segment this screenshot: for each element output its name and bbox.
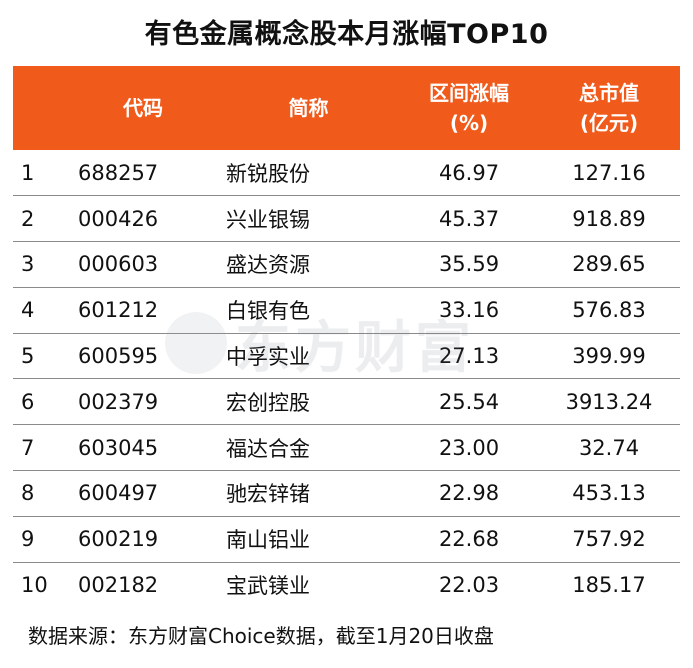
table-row: 10 002182 宝武镁业 22.03 185.17 — [13, 562, 680, 608]
name-cell: 新锐股份 — [217, 150, 400, 197]
market-cap-cell: 399.99 — [538, 333, 680, 380]
code-cell: 002182 — [78, 573, 159, 598]
header-change-label: 区间涨幅 — [429, 81, 509, 105]
table-body: 1 688257 新锐股份 46.97 127.16 2 000426 兴业银锡 45.37 91… — [13, 150, 680, 608]
rank-cell: 6 — [13, 378, 69, 426]
header-name: 简称 — [288, 96, 329, 120]
header-change: 区间涨幅 (%) — [400, 66, 538, 150]
table-header: 代码 简称 区间涨幅 (%) 总市值 (亿元) — [13, 66, 680, 150]
table-row: 5 600595 中孚实业 27.13 399.99 — [13, 333, 680, 380]
rank-cell: 2 — [13, 195, 69, 243]
rank-cell: 9 — [13, 516, 69, 563]
code-cell: 000426 — [69, 195, 217, 243]
top10-table: 代码 简称 区间涨幅 (%) 总市值 (亿元) 1 688257 新锐股份 46.97… — [13, 66, 680, 608]
market-cap-cell: 453.13 — [538, 470, 680, 517]
change-cell: 22.68 — [400, 516, 538, 563]
change-cell: 27.13 — [400, 333, 538, 380]
change-cell: 22.98 — [400, 470, 538, 517]
name-cell: 兴业银锡 — [217, 195, 400, 243]
table-row: 8 600497 驰宏锌锗 22.98 453.13 — [13, 470, 680, 517]
rank-cell: 4 — [13, 287, 69, 334]
table-row: 2 000426 兴业银锡 45.37 918.89 — [13, 195, 680, 243]
source-note: 数据来源：东方财富Choice数据，截至1月20日收盘 — [28, 624, 494, 648]
code-cell: 603045 — [69, 424, 217, 472]
name-cell: 福达合金 — [217, 424, 400, 472]
name-cell: 中孚实业 — [217, 333, 400, 380]
code-cell: 601212 — [69, 287, 217, 334]
rank-cell: 5 — [13, 333, 69, 380]
change-cell: 35.59 — [400, 241, 538, 288]
table-row: 6 002379 宏创控股 25.54 3913.24 — [13, 378, 680, 426]
name-cell: 南山铝业 — [217, 516, 400, 563]
rank-cell: 10 — [21, 573, 48, 598]
change-cell: 33.16 — [400, 287, 538, 334]
code-cell: 600219 — [69, 516, 217, 563]
code-cell: 000603 — [69, 241, 217, 288]
name-cell: 白银有色 — [217, 287, 400, 334]
header-row: 代码 简称 区间涨幅 (%) 总市值 (亿元) — [13, 66, 680, 150]
rank-cell: 1 — [13, 150, 69, 197]
market-cap-cell: 32.74 — [538, 424, 680, 472]
change-cell: 22.03 — [438, 573, 500, 598]
header-cap-unit: (亿元) — [579, 111, 639, 135]
market-cap-cell: 127.16 — [538, 150, 680, 197]
code-cell: 002379 — [69, 378, 217, 426]
table-row: 4 601212 白银有色 33.16 576.83 — [13, 287, 680, 334]
table-row: 3 000603 盛达资源 35.59 289.65 — [13, 241, 680, 288]
change-cell: 23.00 — [400, 424, 538, 472]
name-cell: 驰宏锌锗 — [217, 470, 400, 517]
code-cell: 600497 — [69, 470, 217, 517]
header-code: 代码 — [123, 96, 163, 120]
market-cap-cell: 3913.24 — [538, 378, 680, 426]
table-row: 7 603045 福达合金 23.00 32.74 — [13, 424, 680, 472]
change-cell: 46.97 — [400, 150, 538, 197]
change-cell: 25.54 — [400, 378, 538, 426]
header-rank — [13, 66, 69, 150]
page-title: 有色金属概念股本月涨幅TOP10 — [144, 19, 549, 50]
market-cap-cell: 757.92 — [538, 516, 680, 563]
market-cap-cell: 918.89 — [538, 195, 680, 243]
name-cell: 宏创控股 — [217, 378, 400, 426]
market-cap-cell: 185.17 — [572, 573, 646, 598]
table-row: 1 688257 新锐股份 46.97 127.16 — [13, 150, 680, 197]
market-cap-cell: 576.83 — [538, 287, 680, 334]
change-cell: 45.37 — [400, 195, 538, 243]
header-cap: 总市值 (亿元) — [538, 66, 680, 150]
rank-cell: 7 — [13, 424, 69, 472]
header-change-unit: (%) — [449, 111, 489, 135]
table-row: 9 600219 南山铝业 22.68 757.92 — [13, 516, 680, 563]
rank-cell: 8 — [13, 470, 69, 517]
name-cell: 盛达资源 — [217, 241, 400, 288]
market-cap-cell: 289.65 — [538, 241, 680, 288]
name-cell: 宝武镁业 — [226, 574, 310, 599]
code-cell: 600595 — [69, 333, 217, 380]
header-cap-label: 总市值 — [579, 81, 639, 105]
code-cell: 688257 — [69, 150, 217, 197]
rank-cell: 3 — [13, 241, 69, 288]
